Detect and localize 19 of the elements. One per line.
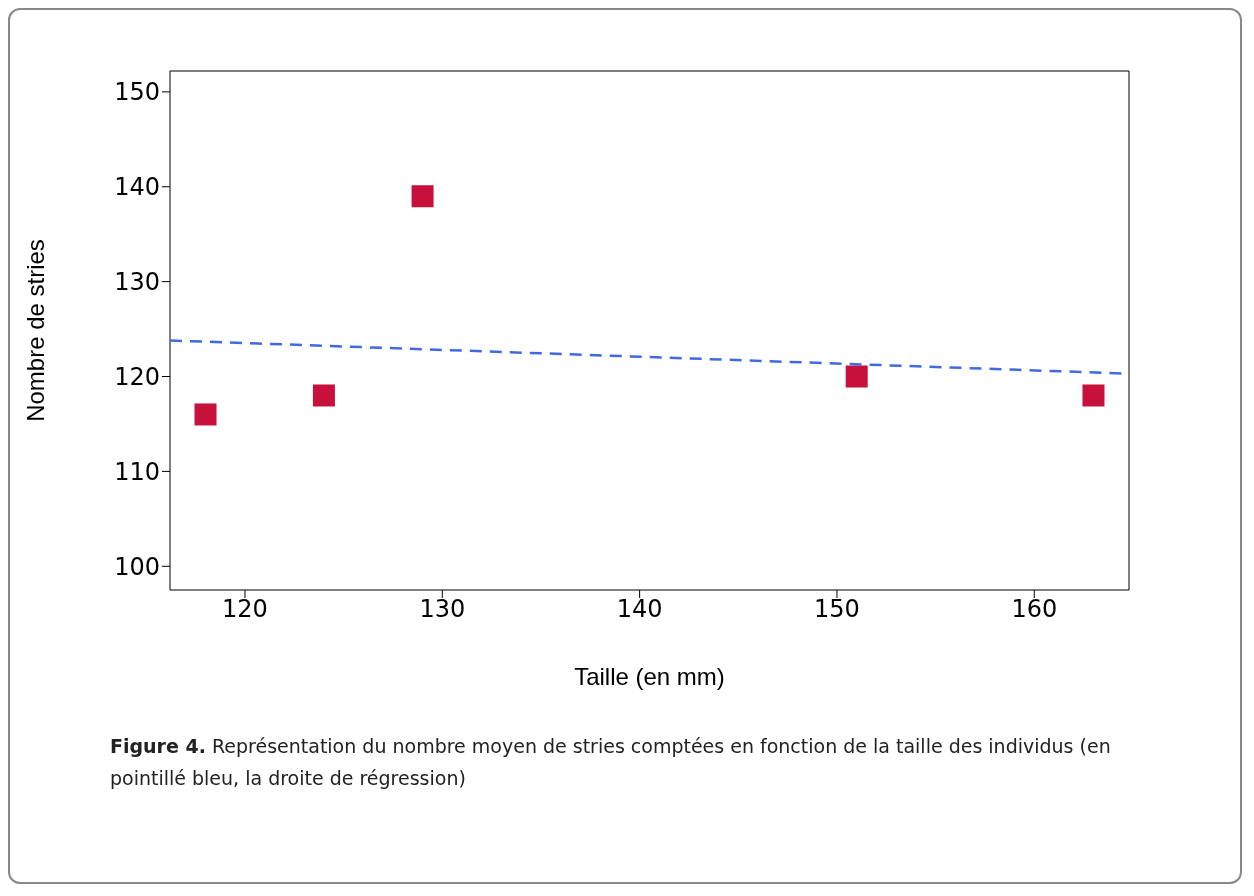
y-axis-title: Nombre de stries [21, 239, 49, 422]
y-tick-label: 150 [114, 78, 160, 107]
y-tick-label: 100 [114, 552, 160, 581]
x-tick-label: 120 [222, 595, 268, 624]
point [411, 185, 434, 208]
y-tick-label: 120 [114, 363, 160, 392]
point [312, 384, 335, 407]
y-tick-label: 130 [114, 268, 160, 297]
caption: Figure 4. Représentation du nombre moyen de stries comptées en fonction de la taille des individus (en pointillé bleu, la droite de régression) [110, 734, 1112, 791]
point [194, 403, 217, 426]
y-tick-label: 140 [114, 173, 160, 202]
point [1082, 384, 1105, 407]
x-tick-label: 150 [814, 595, 860, 624]
x-tick-label: 130 [419, 595, 466, 624]
x-tick-label: 160 [1011, 595, 1058, 624]
y-tick-label: 110 [114, 457, 160, 486]
x-axis-title: Taille (en mm) [574, 663, 725, 690]
point [845, 365, 868, 388]
x-tick-label: 140 [616, 595, 663, 624]
